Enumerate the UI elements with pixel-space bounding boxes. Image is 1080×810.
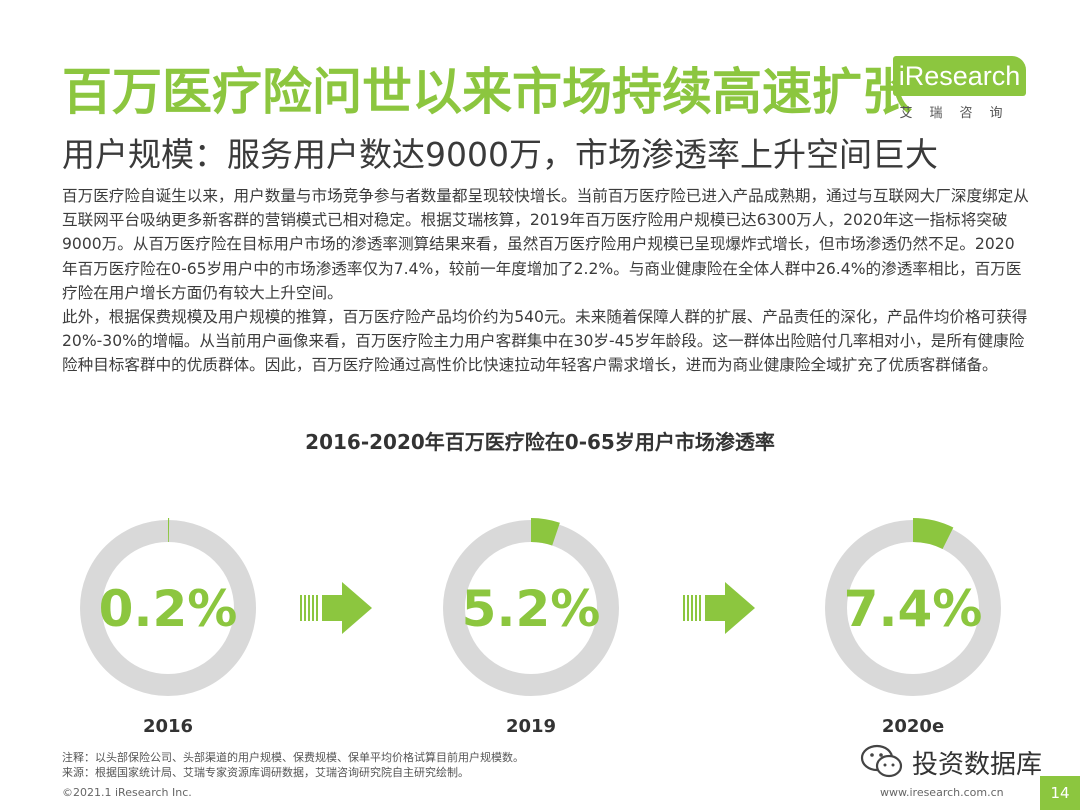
chart-title: 2016-2020年百万医疗险在0-65岁用户市场渗透率 — [305, 430, 775, 454]
footnote-note: 注释：以头部保险公司、头部渠道的用户规模、保费规模、保单平均价格试算目前用户规模… — [62, 751, 524, 764]
wechat-icon — [860, 744, 903, 778]
donut-chart: 0.2% 2016 5.2% 2019 7.4% 2020e — [80, 518, 1001, 737]
logo-subtext: 艾瑞咨询 — [899, 106, 1020, 121]
category-label-2020e: 2020e — [882, 716, 944, 737]
category-label-2016: 2016 — [143, 716, 193, 737]
arrow-icon — [300, 582, 372, 634]
footnote-source: 来源：根据国家统计局、艾瑞专家资源库调研数据，艾瑞咨询研究院自主研究绘制。 — [62, 766, 469, 779]
value-label-2016: 0.2% — [99, 580, 238, 638]
footnote: 注释：以头部保险公司、头部渠道的用户规模、保费规模、保单平均价格试算目前用户规模… — [62, 750, 524, 780]
paragraph-1: 百万医疗险自诞生以来，用户数量与市场竞争参与者数量都呈现较快增长。当前百万医疗险… — [62, 187, 1029, 302]
website: www.iresearch.com.cn — [880, 786, 1004, 799]
body-text: 百万医疗险自诞生以来，用户数量与市场竞争参与者数量都呈现较快增长。当前百万医疗险… — [62, 184, 1030, 378]
logo-wordmark: iResearch — [893, 56, 1026, 96]
page-subtitle: 用户规模：服务用户数达9000万，市场渗透率上升空间巨大 — [62, 135, 938, 174]
value-label-2020e: 7.4% — [844, 580, 983, 638]
page-number: 14 — [1040, 776, 1080, 810]
paragraph-2: 此外，根据保费规模及用户规模的推算，百万医疗险产品均价约为540元。未来随着保障… — [62, 308, 1028, 375]
donut-segment-2019 — [531, 518, 560, 546]
value-label-2019: 5.2% — [462, 580, 601, 638]
donut-segment-2016 — [168, 518, 170, 543]
watermark-text: 投资数据库 — [912, 749, 1043, 780]
category-label-2019: 2019 — [506, 716, 556, 737]
page-title: 百万医疗险问世以来市场持续高速扩张 — [62, 63, 912, 121]
copyright: ©2021.1 iResearch Inc. — [62, 786, 192, 799]
arrow-icon — [683, 582, 755, 634]
iresearch-logo: iResearch 艾瑞咨询 — [893, 56, 1028, 126]
donut-segment-2020e — [913, 518, 954, 550]
watermark: 投资数据库 — [860, 742, 1042, 782]
